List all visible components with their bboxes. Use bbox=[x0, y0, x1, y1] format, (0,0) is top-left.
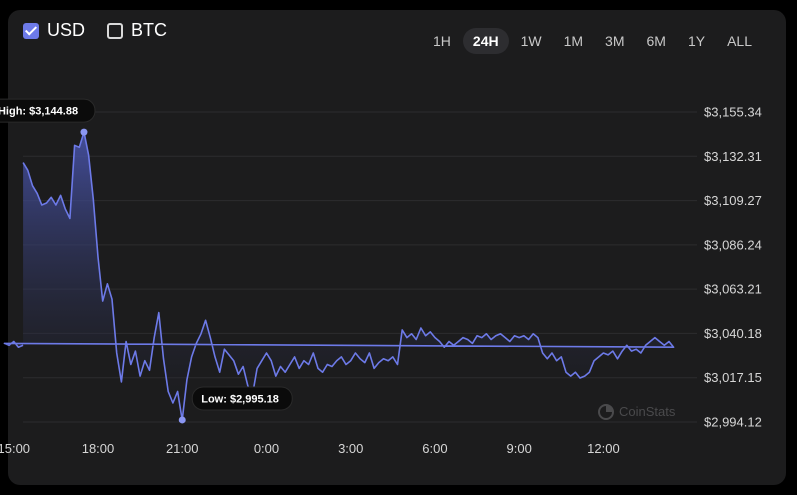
low-tooltip-label: Low: $2,995.18 bbox=[201, 393, 279, 405]
y-tick-label: $3,040.18 bbox=[704, 326, 762, 341]
range-button-1m[interactable]: 1M bbox=[563, 33, 584, 49]
y-tick-label: $3,109.27 bbox=[704, 193, 762, 208]
y-tick-label: $2,994.12 bbox=[704, 415, 762, 430]
high-tooltip-label: High: $3,144.88 bbox=[0, 106, 78, 118]
range-button-3m[interactable]: 3M bbox=[605, 33, 625, 49]
btc-label: BTC bbox=[131, 20, 167, 40]
y-tick-label: $3,132.31 bbox=[704, 149, 762, 164]
low-tooltip: Low: $2,995.18 bbox=[191, 386, 293, 411]
price-area-fill bbox=[4, 132, 674, 422]
y-tick-label: $3,155.34 bbox=[704, 105, 762, 120]
x-tick-label: 18:00 bbox=[82, 441, 115, 456]
price-chart-panel bbox=[8, 10, 786, 485]
range-button-all[interactable]: ALL bbox=[727, 33, 752, 49]
range-button-1h[interactable]: 1H bbox=[433, 33, 451, 49]
y-tick-label: $3,086.24 bbox=[704, 237, 762, 252]
x-tick-label: 9:00 bbox=[507, 441, 532, 456]
x-tick-label: 21:00 bbox=[166, 441, 199, 456]
range-button-1y[interactable]: 1Y bbox=[687, 33, 706, 49]
price-line bbox=[3, 131, 675, 421]
x-tick-label: 12:00 bbox=[587, 441, 620, 456]
high-tooltip: High: $3,144.88 bbox=[0, 98, 96, 123]
coinstats-watermark: CoinStats bbox=[598, 404, 676, 420]
btc-checkbox[interactable] bbox=[107, 22, 123, 39]
range-button-6m[interactable]: 6M bbox=[646, 33, 666, 49]
usd-label: USD bbox=[47, 20, 86, 40]
x-tick-label: 0:00 bbox=[254, 441, 279, 456]
range-button-1w[interactable]: 1W bbox=[520, 33, 542, 49]
watermark-text: CoinStats bbox=[619, 404, 676, 419]
time-range-selector: 1H 24H 1W 1M 3M 6M 1Y ALL bbox=[423, 28, 764, 54]
x-tick-label: 3:00 bbox=[338, 441, 363, 456]
y-tick-label: $3,063.21 bbox=[704, 282, 762, 297]
high-point-marker[interactable] bbox=[80, 128, 88, 136]
y-tick-label: $3,017.15 bbox=[704, 370, 762, 385]
x-tick-label: 6:00 bbox=[422, 441, 447, 456]
btc-toggle[interactable]: BTC bbox=[107, 20, 167, 41]
x-tick-label: 15:00 bbox=[0, 441, 30, 456]
range-button-24h[interactable]: 24H bbox=[462, 28, 509, 54]
usd-toggle[interactable]: USD bbox=[23, 20, 85, 41]
usd-checkbox[interactable] bbox=[23, 22, 39, 39]
low-point-marker[interactable] bbox=[178, 416, 186, 424]
